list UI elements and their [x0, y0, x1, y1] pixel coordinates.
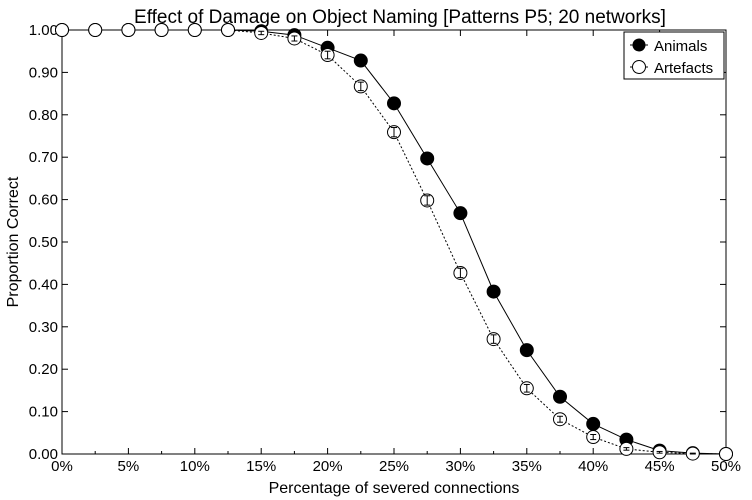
- chart-title: Effect of Damage on Object Naming [Patte…: [134, 7, 666, 28]
- x-tick-label: 35%: [512, 458, 542, 475]
- y-axis-label: Proportion Correct: [5, 176, 22, 307]
- y-tick-label: 0.50: [29, 234, 58, 251]
- plot-area: [61, 29, 727, 455]
- y-tick-label: 0.80: [29, 107, 58, 124]
- legend: Animals Artefacts: [623, 31, 725, 80]
- legend-marker-artefacts: [632, 60, 646, 74]
- data-point: [88, 23, 103, 37]
- error-bar: [623, 437, 630, 442]
- error-bar: [623, 447, 630, 451]
- series-layer: [55, 23, 733, 461]
- data-point: [154, 23, 169, 37]
- x-tick-label: 5%: [118, 458, 140, 475]
- error-bar: [523, 346, 530, 354]
- error-bar: [324, 50, 331, 60]
- x-tick-label: 15%: [246, 458, 276, 475]
- y-tick-label: 1.00: [29, 22, 58, 39]
- error-bar: [424, 154, 431, 163]
- error-bar: [357, 57, 364, 64]
- error-bar: [424, 195, 431, 206]
- legend-marker-animals: [632, 38, 646, 52]
- x-tick-label: 30%: [445, 458, 475, 475]
- legend-label-animals: Animals: [654, 38, 707, 55]
- y-tick-label: 0.40: [29, 276, 58, 293]
- x-tick-label: 50%: [711, 458, 741, 475]
- series-line-animals: [62, 29, 727, 455]
- error-bar: [357, 81, 364, 92]
- error-bar: [557, 415, 563, 423]
- data-point: [719, 447, 733, 461]
- y-tick-label: 0.90: [29, 64, 58, 81]
- y-axis: 0.00 0.10 0.20 0.30 0.40 0.50 0.60 0.70 0.80 0.90…: [29, 22, 726, 463]
- error-bar: [258, 30, 265, 36]
- x-tick-label: 40%: [578, 458, 608, 475]
- error-bar: [557, 393, 563, 400]
- y-tick-label: 0.00: [29, 446, 58, 463]
- series-line-artefacts: [62, 29, 727, 455]
- data-point: [121, 23, 136, 37]
- error-bar: [523, 383, 530, 393]
- y-tick-label: 0.10: [29, 404, 58, 421]
- x-tick-label: 10%: [180, 458, 210, 475]
- x-tick-label: 20%: [313, 458, 343, 475]
- data-point: [55, 23, 69, 37]
- error-bar: [457, 208, 464, 218]
- y-tick-label: 0.30: [29, 319, 58, 336]
- error-bar: [457, 267, 464, 279]
- error-bar: [291, 35, 298, 42]
- error-bar: [490, 334, 497, 344]
- series-animals: [55, 23, 733, 461]
- series-artefacts: [55, 23, 733, 461]
- x-tick-label: 45%: [645, 458, 675, 475]
- x-tick-label: 25%: [379, 458, 409, 475]
- error-bar: [391, 127, 397, 138]
- error-bar: [391, 99, 397, 108]
- error-bar: [490, 287, 497, 296]
- data-point: [187, 23, 202, 37]
- y-tick-label: 0.60: [29, 192, 58, 209]
- y-tick-label: 0.70: [29, 149, 58, 166]
- plot-border: [61, 29, 727, 455]
- x-tick-label: 0%: [51, 458, 73, 475]
- data-point: [221, 23, 235, 37]
- legend-label-artefacts: Artefacts: [654, 60, 713, 77]
- y-tick-label: 0.20: [29, 361, 58, 378]
- x-axis-label: Percentage of severed connections: [269, 480, 520, 497]
- error-bar: [590, 421, 597, 427]
- error-bar: [689, 452, 696, 455]
- error-bar: [656, 450, 663, 454]
- x-axis: 0% 5% 10% 15% 20% 25% 30% 35% 40% 45% 50%: [51, 30, 741, 475]
- error-bar: [590, 433, 597, 441]
